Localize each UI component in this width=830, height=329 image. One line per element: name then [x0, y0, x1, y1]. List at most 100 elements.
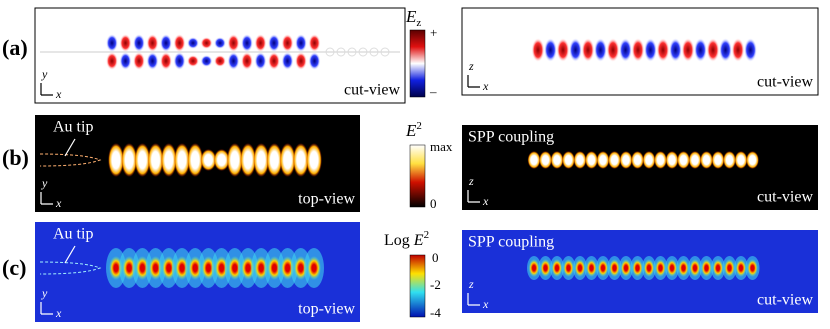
field-lobe: [227, 52, 240, 70]
view-label: cut-view: [757, 189, 813, 206]
axis-label: y: [41, 176, 48, 190]
field-spot: [724, 259, 735, 277]
field-lobe: [669, 38, 682, 62]
field-lobe: [241, 52, 253, 70]
field-lobe: [214, 37, 226, 49]
colorbar-title: Log E2: [384, 229, 429, 249]
colorbar-b: [409, 144, 426, 208]
field-spot: [642, 151, 656, 169]
panel-label: (b): [2, 145, 29, 170]
colorbar-tick: -4: [430, 305, 441, 320]
field-lobe: [308, 52, 321, 70]
annotation: Au tip: [53, 119, 93, 136]
field-spot: [574, 259, 586, 277]
axis-arrows: [40, 192, 53, 205]
field-spot: [735, 259, 747, 277]
field-spot: [161, 256, 176, 280]
field-spot: [200, 149, 217, 171]
annotation: Au tip: [53, 226, 93, 243]
field-spot: [747, 259, 758, 277]
field-lobe: [146, 34, 159, 52]
field-lobe: [544, 38, 557, 62]
field-spot: [563, 259, 574, 277]
field-lobe: [268, 52, 280, 70]
field-spot: [147, 143, 164, 177]
field-lobe: [254, 34, 267, 52]
field-lobe: [254, 52, 267, 70]
field-lobe: [594, 38, 607, 62]
prefix: Log: [384, 232, 410, 249]
field-lobe: [681, 38, 695, 62]
field-spot: [665, 151, 679, 169]
field-lobe: [187, 37, 199, 49]
field-lobe: [606, 38, 620, 62]
field-spot: [214, 256, 229, 280]
axis-label: x: [482, 194, 489, 208]
field-spot: [666, 259, 678, 277]
field-lobe: [656, 38, 670, 62]
field-lobe: [694, 38, 707, 62]
colorbar-top: max: [430, 139, 453, 154]
axis-arrows: [40, 83, 53, 96]
field-spot: [267, 256, 282, 280]
field-spot: [655, 259, 666, 277]
axis-arrows: [467, 293, 480, 306]
field-spot: [678, 259, 689, 277]
hole: [380, 47, 390, 57]
field-lobe: [241, 34, 253, 52]
field-spot: [688, 151, 702, 169]
axis-label: z: [468, 277, 474, 291]
field-lobe: [295, 34, 307, 52]
axis-label: x: [482, 79, 489, 93]
field-spot: [527, 151, 541, 169]
field-lobe: [200, 37, 213, 49]
view-label: cut-view: [757, 74, 813, 91]
field-spot: [307, 256, 321, 280]
field-spot: [551, 259, 563, 277]
colorbar-title: Ez: [405, 7, 421, 29]
axis-label: x: [55, 196, 62, 210]
field-spot: [280, 256, 295, 280]
field-spot: [122, 256, 137, 280]
field-lobe: [731, 38, 745, 62]
field-spot: [689, 259, 701, 277]
hole: [369, 47, 379, 57]
field-spot: [550, 151, 564, 169]
field-spot: [632, 259, 643, 277]
field-spot: [109, 256, 123, 280]
view-label: top-view: [298, 191, 355, 208]
au-tip: [39, 261, 102, 275]
field-lobe: [531, 38, 545, 62]
field-spot: [241, 256, 255, 280]
annotation: SPP coupling: [468, 234, 554, 251]
axis-label: z: [468, 59, 474, 73]
field-lobe: [569, 38, 582, 62]
axis-label: x: [55, 306, 62, 320]
axis-label: x: [55, 87, 62, 101]
field-spot: [266, 143, 283, 177]
field-spot: [586, 259, 597, 277]
field-spot: [175, 256, 189, 280]
axis-arrows: [40, 302, 53, 315]
colorbar-c: [409, 254, 426, 318]
field-lobe: [106, 34, 118, 52]
au-tip: [39, 153, 102, 167]
field-spot: [701, 259, 712, 277]
field-spot: [631, 151, 644, 169]
axis-label: x: [482, 297, 489, 311]
field-spot: [135, 256, 150, 280]
field-lobe: [106, 52, 118, 70]
field-spot: [609, 259, 620, 277]
field-spot: [711, 151, 725, 169]
field-spot: [528, 259, 540, 277]
hole: [347, 47, 357, 57]
colorbar-top: +: [430, 25, 437, 40]
field-spot: [620, 259, 632, 277]
field-spot: [608, 151, 621, 169]
field-lobe: [281, 52, 294, 70]
field-lobe: [644, 38, 657, 62]
field-lobe: [631, 38, 645, 62]
